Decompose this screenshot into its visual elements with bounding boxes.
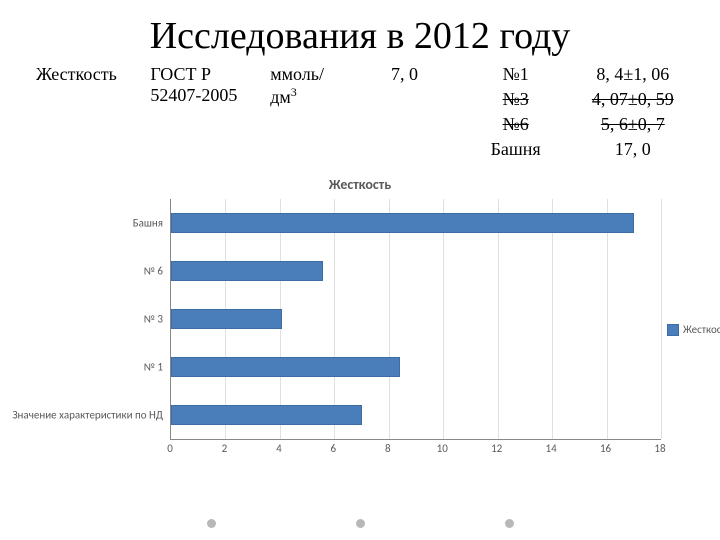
row-value: 5, 6±0, 7	[576, 112, 690, 137]
y-tick-label: № 1	[144, 361, 163, 374]
row-label: №1	[456, 62, 576, 87]
data-table: Жесткость ГОСТ Р 52407-2005 ммоль/ дм3 7…	[30, 62, 690, 162]
bar-row: Значение характеристики по НД	[171, 405, 362, 425]
x-tick-label: 16	[600, 442, 611, 455]
y-tick-label: № 3	[144, 313, 163, 326]
bar-row: № 3	[171, 309, 282, 329]
dot-icon	[505, 519, 514, 528]
gridline	[498, 199, 499, 439]
chart-area: Башня № 6 № 3 № 1 Значение характеристики по…	[30, 199, 690, 460]
row-value: 4, 07±0, 59	[576, 87, 690, 112]
bar	[171, 309, 282, 329]
x-tick-label: 14	[546, 442, 557, 455]
row-value: 8, 4±1, 06	[576, 62, 690, 87]
dot-icon	[207, 519, 216, 528]
y-tick-label: Значение характеристики по НД	[12, 409, 163, 422]
bar	[171, 213, 634, 233]
slide: Исследования в 2012 году Жесткость ГОСТ …	[0, 0, 720, 470]
legend-swatch	[667, 324, 679, 336]
bar-row: Башня	[171, 213, 634, 233]
x-tick-label: 0	[167, 442, 173, 455]
unit-cell: ммоль/ дм3	[264, 62, 353, 162]
gridline	[389, 199, 390, 439]
x-tick-label: 10	[437, 442, 448, 455]
dot-icon	[356, 519, 365, 528]
plot: Башня № 6 № 3 № 1 Значение характеристики по…	[170, 199, 661, 440]
bar	[171, 405, 362, 425]
param-cell: Жесткость	[30, 62, 144, 162]
y-tick-label: № 6	[144, 265, 163, 278]
table-row: Жесткость ГОСТ Р 52407-2005 ммоль/ дм3 7…	[30, 62, 690, 87]
x-tick-label: 4	[276, 442, 282, 455]
norm-cell: 7, 0	[353, 62, 455, 162]
bar-row: № 6	[171, 261, 323, 281]
legend: Жесткость	[667, 323, 720, 336]
footer-dots	[0, 519, 720, 528]
row-label: №3	[456, 87, 576, 112]
bar	[171, 261, 323, 281]
chart-title: Жесткость	[30, 176, 690, 193]
y-tick-label: Башня	[133, 217, 163, 230]
unit-sub: дм	[270, 87, 291, 107]
x-tick-label: 2	[222, 442, 228, 455]
x-tick-label: 12	[491, 442, 502, 455]
bar-row: № 1	[171, 357, 400, 377]
unit-sup: 3	[291, 85, 297, 99]
gridline	[443, 199, 444, 439]
legend-label: Жесткость	[683, 323, 720, 336]
plot-wrap: Башня № 6 № 3 № 1 Значение характеристики по…	[30, 199, 661, 460]
gridline	[334, 199, 335, 439]
x-tick-label: 6	[331, 442, 337, 455]
gridline	[661, 199, 662, 439]
row-label: №6	[456, 112, 576, 137]
x-axis: 024681012141618	[170, 440, 660, 460]
x-tick-label: 8	[385, 442, 391, 455]
row-value: 17, 0	[576, 137, 690, 162]
gridline	[552, 199, 553, 439]
chart-block: Жесткость Башня № 6 № 3 № 1 Значение характе…	[30, 176, 690, 460]
gridline	[607, 199, 608, 439]
bar	[171, 357, 400, 377]
x-tick-label: 18	[654, 442, 665, 455]
gost-cell: ГОСТ Р 52407-2005	[144, 62, 264, 162]
page-title: Исследования в 2012 году	[30, 14, 690, 58]
unit-main: ммоль/	[270, 64, 324, 84]
row-label: Башня	[456, 137, 576, 162]
